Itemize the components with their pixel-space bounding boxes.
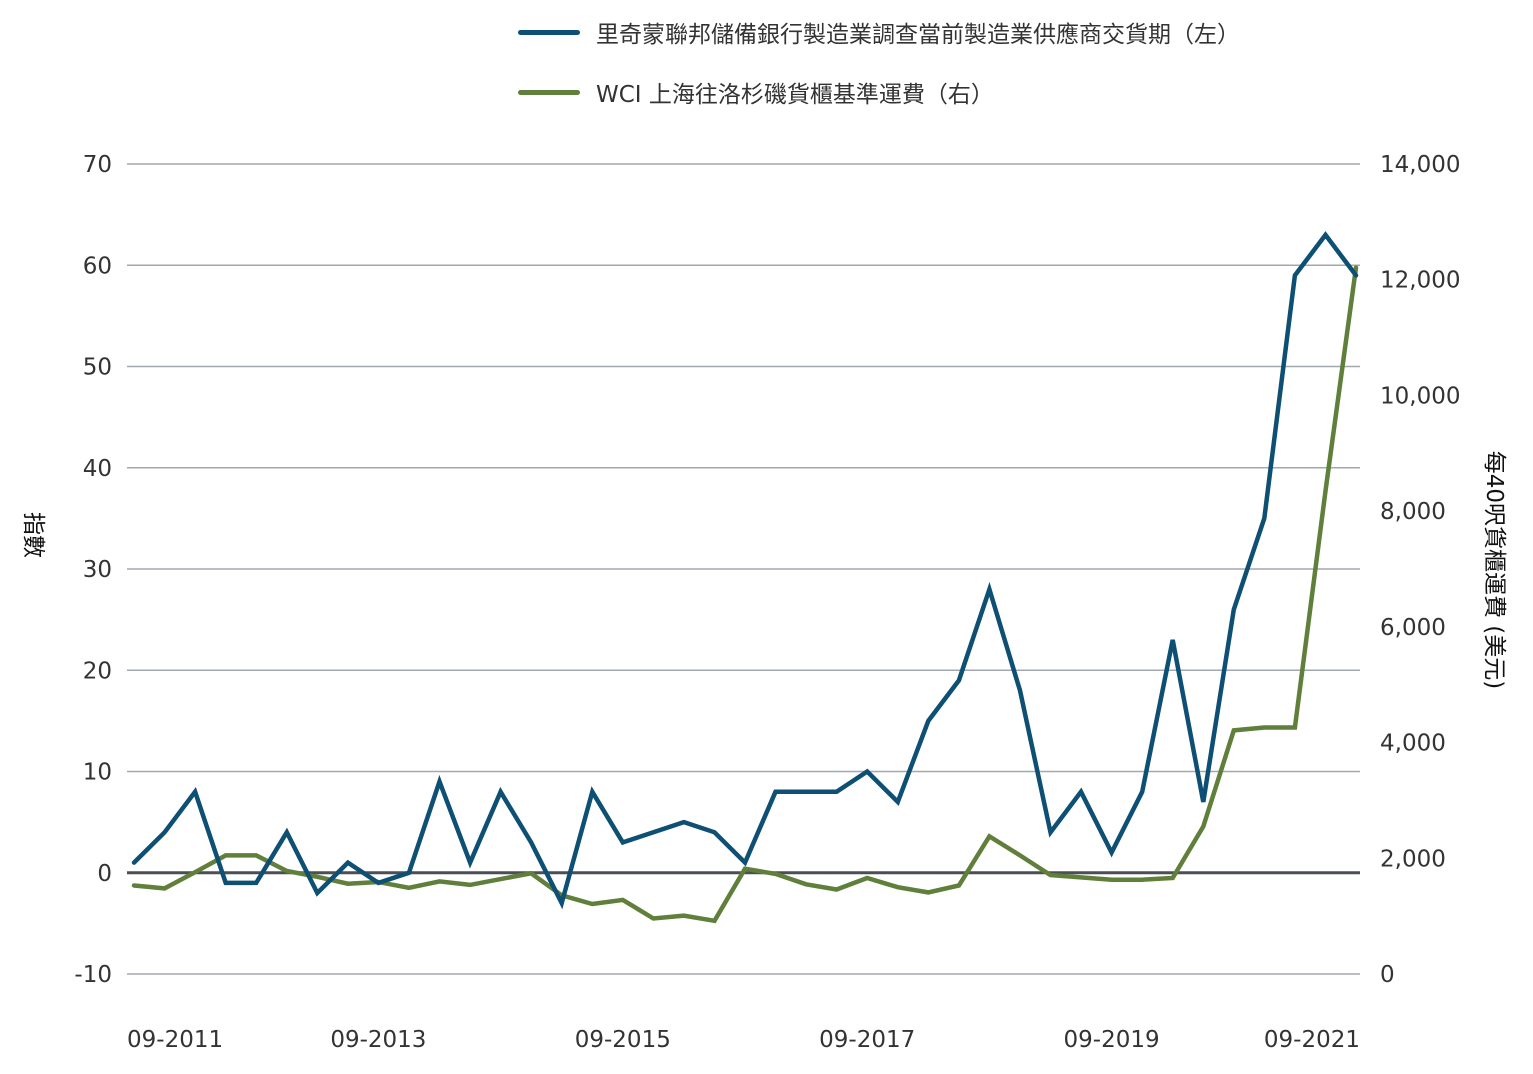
legend-item-wci-freight: WCI 上海往洛杉磯貨櫃基準運費（右） [518,62,1240,122]
x-tick-label: 09-2013 [330,1027,426,1053]
y-left-tick-label: 50 [83,355,112,381]
y-right-tick-label: 10,000 [1380,383,1460,409]
legend: 里奇蒙聯邦儲備銀行製造業調查當前製造業供應商交貨期（左） WCI 上海往洛杉磯貨… [518,2,1240,122]
y-left-tick-label: 30 [83,557,112,583]
y-left-tick-label: 20 [83,658,112,684]
legend-label: 里奇蒙聯邦儲備銀行製造業調查當前製造業供應商交貨期（左） [596,22,1240,48]
y-right-tick-label: 0 [1380,962,1395,988]
x-tick-label: 09-2017 [819,1027,915,1053]
legend-swatch-blue [518,29,580,35]
x-tick-label: 09-2019 [1064,1027,1160,1053]
right-axis-title: 每40呎貨櫃運費 (美元) [1480,451,1514,690]
y-left-tick-label: 10 [83,760,112,786]
left-axis-title: 指數 [19,512,53,558]
series-line-wci-freight [131,265,1359,924]
right-axis-title-text: 每40呎貨櫃運費 (美元) [1481,450,1507,690]
x-tick-label: 09-2015 [575,1027,671,1053]
legend-swatch-green [518,89,580,95]
series-line-supplier-delivery [131,231,1359,910]
x-tick-label: 09-2021 [1264,1027,1360,1053]
y-left-tick-label: 70 [83,152,112,178]
left-axis-title-text: 指數 [20,512,46,558]
y-left-tick-label: 0 [97,861,112,887]
x-tick-label: 09-2011 [127,1027,223,1053]
left-axis-ticks: -10 0 10 20 30 40 50 60 70 [74,152,112,988]
y-right-tick-label: 8,000 [1380,499,1446,525]
y-left-tick-label: 40 [83,456,112,482]
x-axis-ticks: 09-2011 09-2013 09-2015 09-2017 09-2019 09-20… [127,1027,1360,1053]
y-right-tick-label: 6,000 [1380,615,1446,641]
y-right-tick-label: 12,000 [1380,268,1460,294]
y-left-tick-label: 60 [83,253,112,279]
series-lines [131,231,1359,924]
y-right-tick-label: 4,000 [1380,731,1446,757]
y-right-tick-label: 2,000 [1380,846,1446,872]
legend-item-supplier-delivery: 里奇蒙聯邦儲備銀行製造業調查當前製造業供應商交貨期（左） [518,2,1240,62]
right-axis-ticks: 0 2,000 4,000 6,000 8,000 10,000 12,000 14,000 [1380,152,1460,988]
gridlines [127,163,1360,975]
legend-label: WCI 上海往洛杉磯貨櫃基準運費（右） [596,82,994,108]
y-left-tick-label: -10 [74,962,112,988]
y-right-tick-label: 14,000 [1380,152,1460,178]
